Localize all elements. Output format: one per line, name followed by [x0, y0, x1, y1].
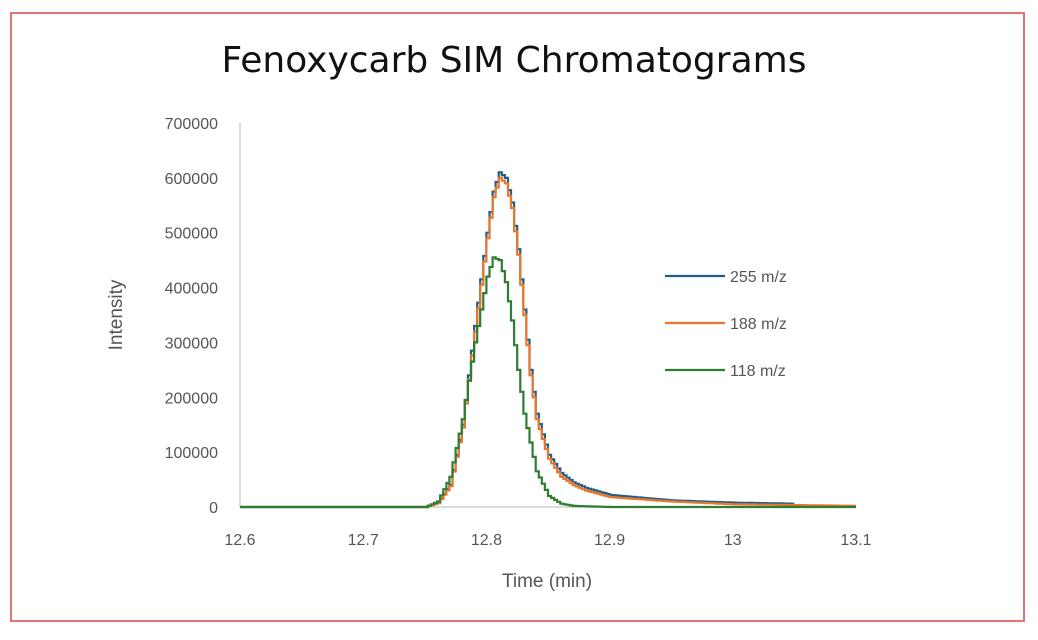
y-tick-label: 400000	[165, 281, 218, 298]
y-tick-label: 300000	[165, 335, 218, 352]
series-line	[240, 256, 856, 509]
y-tick-label: 500000	[165, 226, 218, 243]
y-tick-label: 600000	[165, 171, 218, 188]
series-line	[240, 176, 856, 509]
y-tick-label: 200000	[165, 390, 218, 407]
x-tick-label: 12.8	[471, 532, 502, 549]
y-tick-label: 0	[209, 500, 218, 517]
chart-title: Fenoxycarb SIM Chromatograms	[221, 40, 807, 81]
x-tick-label: 13	[724, 532, 742, 549]
legend-label: 255 m/z	[730, 269, 787, 286]
legend-label: 188 m/z	[730, 316, 787, 333]
x-tick-label: 12.7	[348, 532, 379, 549]
x-axis-title: Time (min)	[502, 571, 592, 592]
series-line	[240, 171, 795, 509]
series-layer	[240, 171, 856, 509]
axes: 0 100000 200000 300000 400000 500000 600000 700…	[165, 116, 872, 549]
y-axis-title: Intensity	[106, 279, 127, 350]
chart-frame	[10, 12, 1025, 622]
y-tick-label: 700000	[165, 116, 218, 133]
legend: 255 m/z 188 m/z 118 m/z	[665, 269, 787, 380]
x-tick-label: 13.1	[840, 532, 871, 549]
x-tick-label: 12.6	[224, 532, 255, 549]
y-tick-label: 100000	[165, 445, 218, 462]
x-tick-label: 12.9	[594, 532, 625, 549]
legend-label: 118 m/z	[730, 363, 786, 380]
